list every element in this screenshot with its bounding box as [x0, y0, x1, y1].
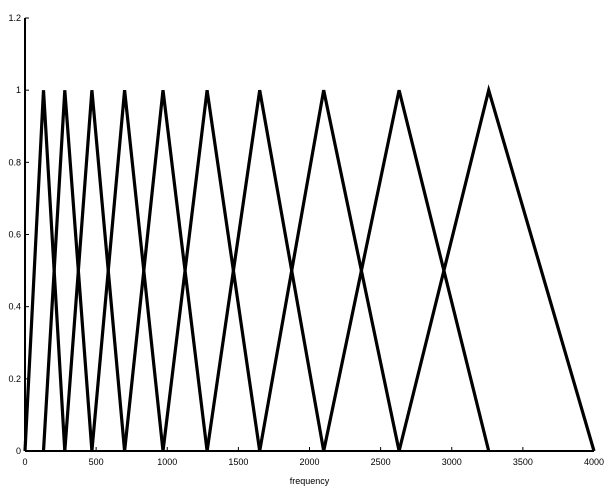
- x-axis-title: frequency: [290, 476, 330, 486]
- y-tick-label: 0.2: [8, 374, 21, 384]
- filter-triangle-line: [322, 89, 491, 452]
- plot-area: 0 500 1000 1500 2000 2500 3000 3500 4000 0 0.2 0.4 0…: [8, 13, 604, 467]
- x-tick-label: 4000: [584, 457, 604, 467]
- x-tick-label: 3500: [513, 457, 533, 467]
- x-tick-label: 0: [22, 457, 27, 467]
- filter-triangle-line: [90, 90, 165, 452]
- x-tick-label: 2500: [371, 457, 391, 467]
- y-tick-label: 0: [16, 446, 21, 456]
- filter-triangle-line: [123, 90, 209, 452]
- filter-triangle-line: [161, 89, 262, 452]
- y-tick-label: 0.6: [8, 230, 21, 240]
- y-tick-label: 1.2: [8, 13, 21, 23]
- filter-triangle-line: [258, 89, 401, 452]
- y-tick-label: 0.8: [8, 157, 21, 167]
- x-tick-label: 1500: [228, 457, 248, 467]
- filter-triangle-line: [397, 84, 596, 452]
- y-tick-label: 1: [16, 85, 21, 95]
- filter-triangle-line: [23, 90, 67, 452]
- filter-triangle-line: [41, 90, 94, 452]
- x-tick-label: 1000: [157, 457, 177, 467]
- x-tick-label: 500: [89, 457, 104, 467]
- y-tick-label: 0.4: [8, 302, 21, 312]
- filter-triangle-line: [205, 89, 326, 452]
- filter-triangle-line: [63, 90, 127, 452]
- x-tick-label: 2000: [299, 457, 319, 467]
- x-tick-label: 3000: [442, 457, 462, 467]
